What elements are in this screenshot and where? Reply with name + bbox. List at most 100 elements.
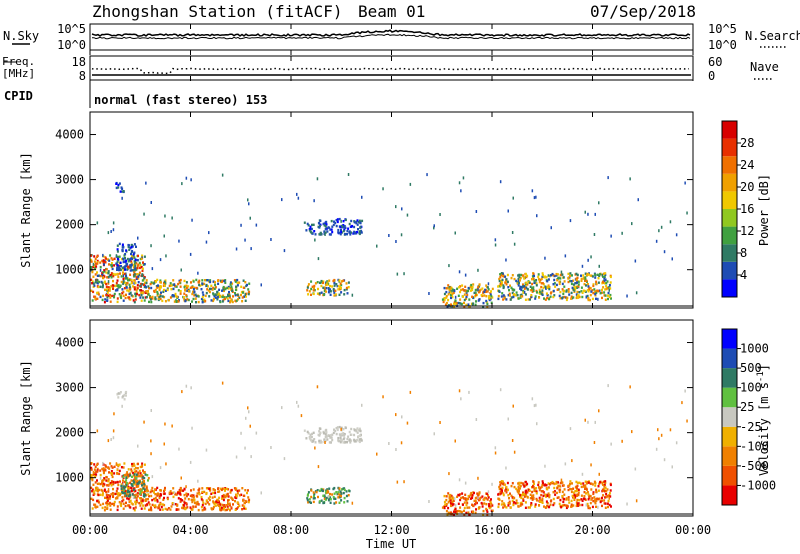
heatmap-cell <box>221 289 223 292</box>
freq-label-1: Freq. <box>2 55 35 68</box>
heatmap-cell <box>142 469 144 472</box>
heatmap-cell <box>238 489 241 492</box>
heatmap-cell <box>169 296 172 299</box>
heatmap-cell <box>247 489 249 492</box>
heatmap-cell <box>552 295 555 299</box>
heatmap-cell <box>558 282 561 286</box>
heatmap-cell <box>186 298 189 301</box>
sparse-echo-cell <box>247 406 249 410</box>
heatmap-cell <box>329 434 332 437</box>
heatmap-cell <box>342 437 345 441</box>
heatmap-cell <box>163 496 165 500</box>
heatmap-cell <box>331 225 334 228</box>
heatmap-cell <box>483 498 486 502</box>
heatmap-cell <box>117 268 120 272</box>
heatmap-cell <box>164 300 167 303</box>
heatmap-cell <box>159 279 162 282</box>
heatmap-cell <box>207 285 209 288</box>
heatmap-cell <box>160 489 162 492</box>
heatmap-cell <box>348 222 351 226</box>
heatmap-cell <box>569 279 572 283</box>
heatmap-cell <box>234 496 237 499</box>
heatmap-cell <box>134 260 137 264</box>
heatmap-cell <box>329 492 331 496</box>
heatmap-cell <box>179 278 182 282</box>
heatmap-cell <box>141 279 144 282</box>
heatmap-cell <box>461 284 464 287</box>
heatmap-cell <box>525 494 528 497</box>
sparse-echo-cell <box>663 250 666 254</box>
sparse-echo-cell <box>270 446 272 449</box>
heatmap-cell <box>127 289 130 293</box>
heatmap-cell <box>140 291 143 295</box>
heatmap-cell <box>109 462 112 465</box>
heatmap-cell <box>150 489 153 492</box>
heatmap-cell <box>305 229 308 232</box>
heatmap-cell <box>136 481 139 484</box>
heatmap-cell <box>587 506 590 510</box>
heatmap-cell <box>528 281 531 284</box>
heatmap-cell <box>323 224 326 227</box>
heatmap-cell <box>469 497 472 500</box>
heatmap-cell <box>570 297 573 300</box>
heatmap-cell <box>459 498 462 502</box>
heatmap-cell <box>112 272 115 276</box>
heatmap-cell <box>119 261 122 264</box>
heatmap-cell <box>606 280 609 283</box>
heatmap-cell <box>92 275 95 278</box>
heatmap-cell <box>141 462 144 465</box>
heatmap-cell <box>217 282 220 285</box>
heatmap-cell <box>567 484 570 488</box>
heatmap-cell <box>499 484 502 487</box>
heatmap-cell <box>106 496 109 499</box>
heatmap-cell <box>344 232 347 236</box>
heatmap-cell <box>116 300 119 304</box>
heatmap-cell <box>565 498 568 501</box>
heatmap-cell <box>135 276 138 279</box>
heatmap-cell <box>122 280 125 283</box>
heatmap-cell <box>120 466 123 469</box>
heatmap-cell <box>443 505 446 509</box>
heatmap-cell <box>192 280 195 283</box>
heatmap-cell <box>154 493 157 496</box>
heatmap-cell <box>223 289 225 293</box>
heatmap-cell <box>103 488 106 491</box>
heatmap-cell <box>227 287 230 290</box>
heatmap-cell <box>186 289 189 292</box>
heatmap-cell <box>234 280 237 283</box>
heatmap-cell <box>604 490 607 493</box>
heatmap-cell <box>444 303 447 306</box>
heatmap-cell <box>505 486 508 489</box>
heatmap-cell <box>164 289 167 292</box>
heatmap-cell <box>595 488 598 491</box>
heatmap-cell <box>355 430 358 433</box>
heatmap-cell <box>149 282 152 286</box>
heatmap-cell <box>137 485 140 488</box>
heatmap-cell <box>595 280 598 283</box>
heatmap-cell <box>557 273 559 276</box>
heatmap-cell <box>577 493 580 496</box>
heatmap-cell <box>487 496 490 499</box>
heatmap-cell <box>147 501 150 504</box>
heatmap-cell <box>471 503 474 506</box>
sparse-echo-cell <box>270 238 272 241</box>
heatmap-cell <box>94 273 97 276</box>
heatmap-cell <box>446 287 449 290</box>
heatmap-cell <box>602 483 604 486</box>
heatmap-cell <box>338 231 341 235</box>
heatmap-cell <box>510 276 513 280</box>
heatmap-cell <box>96 463 99 466</box>
heatmap-cell <box>591 275 594 278</box>
heatmap-cell <box>548 275 551 278</box>
heatmap-cell <box>310 293 312 296</box>
heatmap-cell <box>179 292 182 295</box>
heatmap-cell <box>471 286 474 289</box>
heatmap-cell <box>200 505 203 509</box>
heatmap-cell <box>228 502 231 505</box>
heatmap-cell <box>546 280 549 283</box>
heatmap-cell <box>163 489 165 493</box>
heatmap-cell <box>464 497 467 500</box>
heatmap-cell <box>587 298 590 302</box>
heatmap-cell <box>506 488 509 492</box>
heatmap-cell <box>546 296 549 300</box>
